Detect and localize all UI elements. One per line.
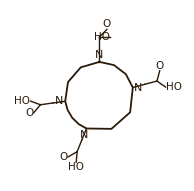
Text: HO: HO: [166, 82, 182, 92]
Text: O: O: [103, 19, 111, 29]
Text: O: O: [60, 152, 68, 162]
Text: O: O: [25, 108, 34, 118]
Text: HO: HO: [15, 96, 30, 106]
Text: HO: HO: [68, 162, 84, 172]
Text: O: O: [156, 61, 164, 71]
Text: HO: HO: [94, 32, 110, 42]
Text: N: N: [55, 96, 64, 106]
Text: N: N: [80, 130, 88, 140]
Text: N: N: [134, 83, 143, 92]
Text: N: N: [95, 50, 104, 60]
